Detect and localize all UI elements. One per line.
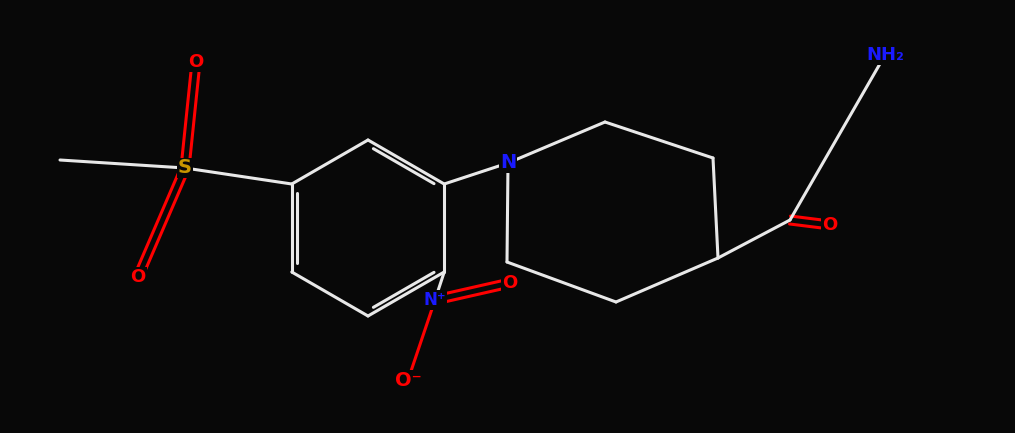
Text: N⁺: N⁺ — [423, 291, 447, 309]
Text: S: S — [178, 158, 192, 178]
Text: O: O — [502, 274, 518, 292]
Text: O⁻: O⁻ — [395, 371, 421, 390]
Text: O: O — [822, 216, 837, 234]
Text: NH₂: NH₂ — [866, 46, 904, 64]
Text: O: O — [189, 53, 204, 71]
Text: O: O — [130, 268, 145, 286]
Text: N: N — [499, 154, 516, 172]
